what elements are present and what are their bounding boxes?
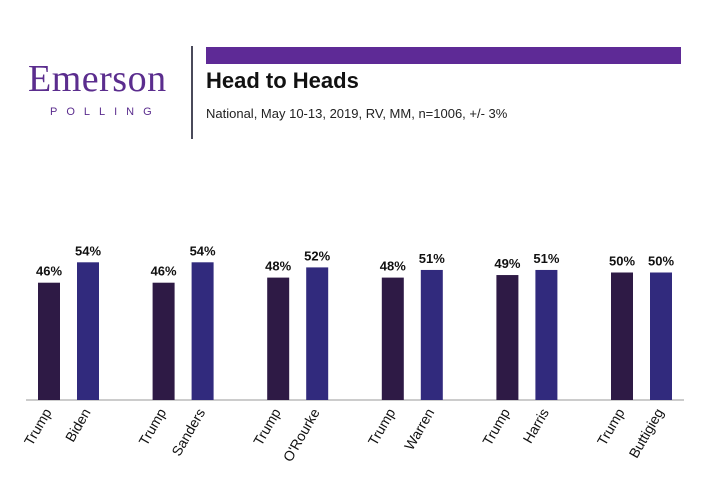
- header-divider: [191, 46, 193, 139]
- data-label: 46%: [36, 264, 62, 279]
- bar-orourke-2: [306, 267, 329, 400]
- chart-title: Head to Heads: [206, 68, 359, 93]
- data-label: 48%: [380, 259, 406, 274]
- bar-trump-1: [152, 282, 175, 400]
- category-tick-label: Trump: [365, 405, 399, 448]
- category-tick-label: Sanders: [168, 406, 208, 459]
- category-tick-label: Buttigieg: [625, 406, 666, 461]
- data-label: 46%: [151, 264, 177, 279]
- bar-buttigieg-5: [650, 272, 672, 400]
- data-label: 51%: [533, 251, 559, 266]
- category-tick-label: Biden: [62, 406, 94, 445]
- emerson-logo: Emerson: [28, 58, 167, 100]
- data-label: 50%: [609, 254, 635, 269]
- data-label: 52%: [304, 248, 330, 263]
- bar-trump-0: [38, 282, 60, 400]
- bar-warren-3: [420, 269, 443, 400]
- category-tick-label: Trump: [135, 405, 169, 448]
- bar-sanders-1: [191, 262, 214, 400]
- emerson-logo-subtitle: POLLING: [50, 106, 161, 118]
- data-label: 54%: [75, 243, 101, 258]
- bar-trump-4: [496, 275, 519, 400]
- category-tick-label: O'Rourke: [280, 405, 323, 464]
- category-tick-label: Harris: [519, 406, 552, 446]
- bar-harris-4: [535, 269, 558, 400]
- data-label: 49%: [494, 256, 520, 271]
- category-tick-label: Warren: [401, 406, 438, 453]
- data-label: 48%: [265, 259, 291, 274]
- data-label: 54%: [190, 243, 216, 258]
- header-accent-bar: [206, 47, 681, 64]
- bar-biden-0: [77, 262, 99, 400]
- data-label: 50%: [648, 254, 674, 269]
- bar-trump-2: [267, 277, 290, 400]
- chart-subtitle: National, May 10-13, 2019, RV, MM, n=100…: [206, 106, 508, 121]
- bar-trump-3: [381, 277, 404, 400]
- category-tick-label: Trump: [479, 405, 513, 448]
- data-label: 51%: [419, 251, 445, 266]
- category-tick-label: Trump: [594, 405, 628, 448]
- bar-trump-5: [611, 272, 633, 400]
- category-tick-label: Trump: [250, 405, 284, 448]
- category-tick-label: Trump: [21, 405, 55, 448]
